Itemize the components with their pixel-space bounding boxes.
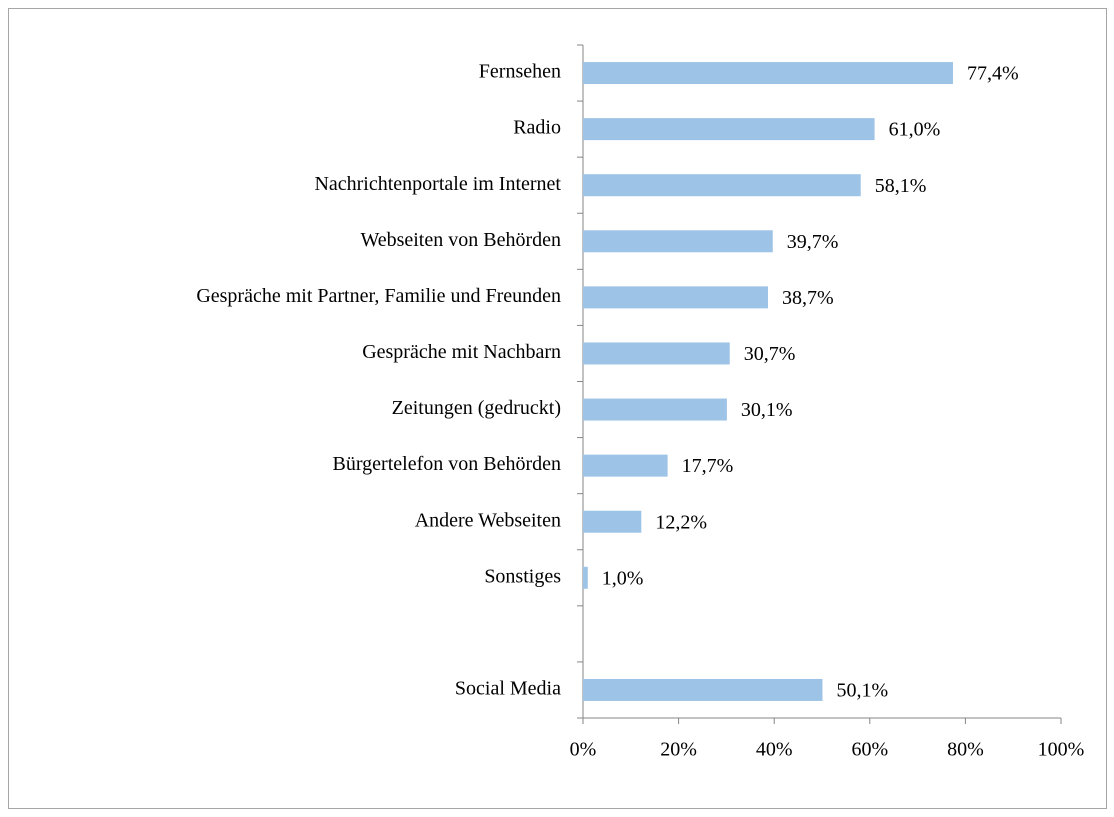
- value-label: 77,4%: [967, 63, 1019, 85]
- y-tick-label: Gespräche mit Partner, Familie und Freun…: [196, 285, 561, 307]
- value-label: 12,2%: [655, 511, 707, 533]
- y-tick-label: Gespräche mit Nachbarn: [362, 341, 561, 363]
- x-tick-label: 40%: [756, 739, 793, 761]
- y-tick-label: Sonstiges: [484, 565, 561, 587]
- bar: [583, 174, 861, 197]
- y-tick-label: Bürgertelefon von Behörden: [333, 453, 561, 475]
- chart-frame: [8, 8, 1107, 809]
- value-label: 39,7%: [787, 231, 839, 253]
- value-label: 58,1%: [875, 175, 927, 197]
- x-tick-label: 60%: [851, 739, 888, 761]
- bar: [583, 230, 773, 253]
- bar: [583, 286, 768, 309]
- x-tick-label: 20%: [660, 739, 697, 761]
- bar: [583, 118, 875, 141]
- bar: [583, 678, 823, 701]
- value-label: 30,7%: [744, 343, 796, 365]
- bar: [583, 398, 727, 421]
- y-tick-label: Webseiten von Behörden: [360, 229, 561, 251]
- y-tick-label: Andere Webseiten: [415, 509, 561, 531]
- x-tick-label: 100%: [1038, 739, 1085, 761]
- bar: [583, 62, 953, 85]
- bar: [583, 510, 642, 533]
- value-label: 50,1%: [836, 680, 888, 702]
- x-tick-label: 80%: [947, 739, 984, 761]
- value-label: 17,7%: [682, 455, 734, 477]
- value-label: 61,0%: [889, 119, 941, 141]
- bar: [583, 454, 668, 477]
- bar: [583, 566, 588, 589]
- bar: [583, 342, 730, 365]
- y-tick-label: Social Media: [455, 678, 561, 700]
- y-tick-label: Radio: [513, 117, 561, 139]
- y-tick-label: Fernsehen: [479, 61, 561, 83]
- value-label: 30,1%: [741, 399, 793, 421]
- value-label: 1,0%: [602, 567, 644, 589]
- value-label: 38,7%: [782, 287, 834, 309]
- y-tick-label: Zeitungen (gedruckt): [392, 397, 561, 419]
- y-tick-label: Nachrichtenportale im Internet: [314, 173, 561, 195]
- x-tick-label: 0%: [570, 739, 597, 761]
